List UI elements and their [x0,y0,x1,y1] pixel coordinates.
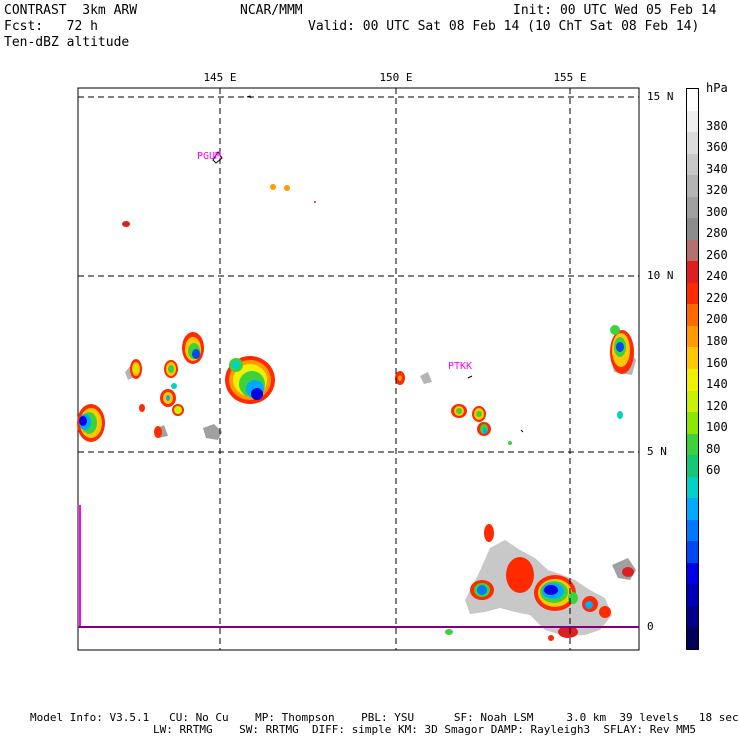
colorbar-tick-label: 100 [706,420,728,435]
colorbar-segment [687,455,698,478]
colorbar-segment [687,627,698,650]
colorbar-segment [687,239,698,262]
colorbar-segment [687,605,698,628]
colorbar-tick-label: 80 [706,441,721,456]
colorbar-segment [687,541,698,564]
colorbar-segment [687,304,698,327]
colorbar-tick-label: 60 [706,463,721,478]
colorbar-segment [687,347,698,370]
map-frame [77,87,640,651]
colorbar-segment [687,369,698,392]
lat-label-10n: 10 N [647,269,674,282]
colorbar-segment [687,562,698,585]
lon-label-145: 145 E [203,71,237,84]
colorbar-segment [687,433,698,456]
lon-label-150: 150 E [379,71,413,84]
model-title: CONTRAST 3km ARW [4,3,138,18]
colorbar-tick-label: 220 [706,290,728,305]
colorbar-segment [687,261,698,284]
colorbar-tick-label: 160 [706,355,728,370]
coastlines [212,95,524,433]
lon-label-155: 155 E [553,71,587,84]
lat-label-5n: 5 N [647,445,667,458]
colorbar-segment [687,325,698,348]
colorbar-tick-label: 260 [706,247,728,262]
colorbar-segment [687,519,698,542]
valid-time: Valid: 00 UTC Sat 08 Feb 14 (10 ChT Sat … [308,19,700,34]
field-name: Ten-dBZ altitude [4,35,130,50]
station-ptkk: PTKK [448,361,473,372]
colorbar-segment [687,218,698,241]
colorbar-tick-label: 140 [706,377,728,392]
graticule [78,88,639,650]
colorbar-tick-label: 200 [706,312,728,327]
colorbar-tick-label: 320 [706,183,728,198]
colorbar-segment [687,89,698,112]
colorbar-segment [687,476,698,499]
colorbar-tick-label: 360 [706,140,728,155]
colorbar-tick-label: 340 [706,161,728,176]
colorbar-segment [687,153,698,176]
colorbar-segment [687,412,698,435]
center-name: NCAR/MMM [240,3,303,18]
colorbar-segment [687,175,698,198]
colorbar-tick-label: 380 [706,118,728,133]
init-time: Init: 00 UTC Wed 05 Feb 14 [513,3,717,18]
colorbar-tick-label: 240 [706,269,728,284]
model-info-line1: Model Info: V3.5.1 CU: No Cu MP: Thompso… [30,711,739,724]
colorbar-tick-label: 180 [706,334,728,348]
station-pgum: PGUM [197,151,222,162]
model-info-line2: LW: RRTMG SW: RRTMG DIFF: simple KM: 3D … [153,723,697,736]
colorbar-tick-label: 120 [706,398,728,413]
colorbar-segment [687,390,698,413]
colorbar-segment [687,282,698,305]
convective-cells [77,184,634,641]
colorbar-unit: hPa [706,81,728,95]
lat-label-15n: 15 N [647,90,674,103]
forecast-hour: Fcst: 72 h [4,19,98,34]
colorbar-tick-label: 300 [706,204,728,219]
colorbar-segment [687,132,698,155]
colorbar-segment [687,584,698,607]
colorbar-segment [687,196,698,219]
lat-label-0: 0 [647,620,654,633]
colorbar-segment [687,110,698,133]
colorbar-tick-label: 280 [706,226,728,241]
colorbar [686,88,699,650]
colorbar-segment [687,498,698,521]
